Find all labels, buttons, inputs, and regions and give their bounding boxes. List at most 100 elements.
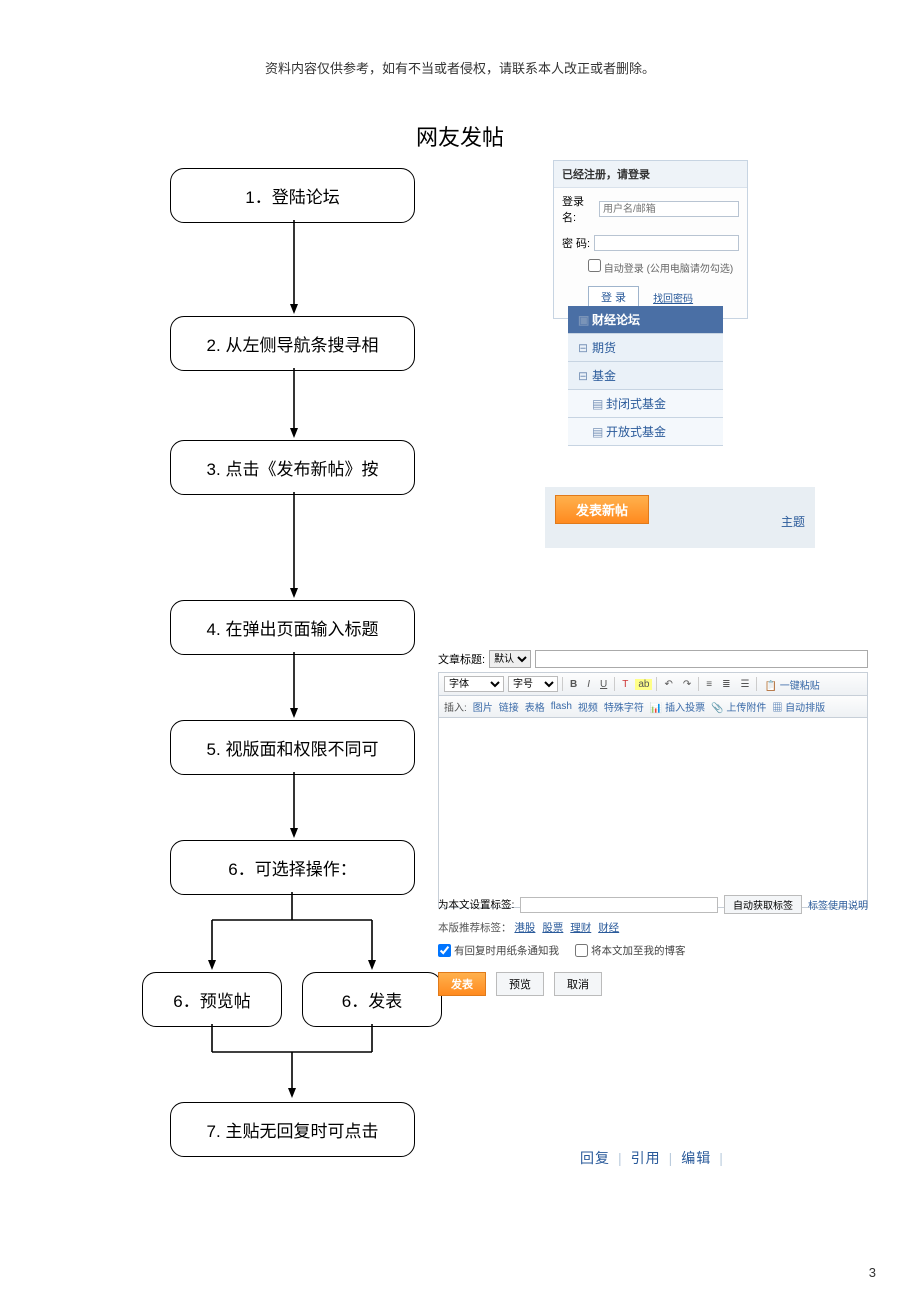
- page-title: 网友发帖: [0, 120, 920, 152]
- separator: [698, 677, 699, 691]
- nav-item-fund[interactable]: ⊟基金: [568, 362, 723, 390]
- blog-checkbox[interactable]: [575, 944, 588, 957]
- login-auto-label: 自动登录: [604, 264, 644, 275]
- separator: [756, 677, 757, 691]
- insert-table[interactable]: 表格: [525, 699, 545, 714]
- italic-button[interactable]: I: [584, 679, 593, 690]
- bold-button[interactable]: B: [567, 679, 580, 690]
- login-user-label: 登录名:: [562, 193, 595, 225]
- insert-video[interactable]: 视频: [578, 699, 598, 714]
- blog-checkbox-label[interactable]: 将本文加至我的博客: [575, 943, 686, 958]
- submit-button[interactable]: 发表: [438, 972, 486, 996]
- nav-item-futures[interactable]: ⊟ 期货: [568, 334, 723, 362]
- nav-subitem-open-fund[interactable]: ▤ 开放式基金: [568, 418, 723, 446]
- bg-color-button[interactable]: ab: [635, 679, 652, 690]
- minus-icon: ⊟: [578, 369, 588, 383]
- quote-link[interactable]: 引用: [631, 1148, 661, 1168]
- preview-button[interactable]: 预览: [496, 972, 544, 996]
- arrow-4: [290, 652, 298, 718]
- topic-label: 主题: [781, 513, 805, 530]
- underline-button[interactable]: U: [597, 679, 610, 690]
- arrow-branch: [172, 892, 412, 972]
- editor-toolbar: 字体 字号 B I U T ab ↶ ↷ ≡ ≣ ☰ 📋 一键粘贴: [438, 672, 868, 696]
- doc-icon: ▤: [592, 425, 602, 439]
- nav-item-label: 期货: [592, 341, 616, 355]
- separator: [656, 677, 657, 691]
- paste-button[interactable]: 📋 一键粘贴: [761, 677, 822, 692]
- auto-layout[interactable]: ▦ 自动排版: [772, 699, 825, 714]
- rec-tag[interactable]: 理财: [570, 922, 591, 934]
- divider: |: [719, 1150, 724, 1166]
- notify-checkbox[interactable]: [438, 944, 451, 957]
- editor-body[interactable]: [438, 718, 868, 908]
- flow-step-7: 7. 主贴无回复时可点击: [170, 1102, 415, 1157]
- flow-step-5: 5. 视版面和权限不同可: [170, 720, 415, 775]
- login-user-input[interactable]: [599, 201, 739, 217]
- nav-header[interactable]: ▣ 财经论坛: [568, 306, 723, 334]
- redo-button[interactable]: ↷: [680, 679, 694, 690]
- nav-subitem-label: 开放式基金: [606, 425, 666, 439]
- flow-step-1: 1．登陆论坛: [170, 168, 415, 223]
- arrow-merge: [172, 1024, 412, 1100]
- divider: |: [618, 1150, 623, 1166]
- nav-subitem-label: 封闭式基金: [606, 397, 666, 411]
- rec-tag[interactable]: 港股: [514, 922, 535, 934]
- align-right-button[interactable]: ☰: [738, 679, 753, 690]
- flow-step-2: 2. 从左侧导航条搜寻相: [170, 316, 415, 371]
- align-left-button[interactable]: ≡: [703, 679, 715, 690]
- insert-image[interactable]: 图片: [473, 699, 493, 714]
- login-button[interactable]: 登 录: [588, 286, 639, 308]
- login-panel: 已经注册，请登录 登录名: 密 码: 自动登录 (公用电脑请勿勾选) 登 录 找…: [553, 160, 748, 319]
- tag-help-link[interactable]: 标签使用说明: [808, 897, 868, 912]
- tag-label: 为本文设置标签:: [438, 897, 514, 912]
- insert-flash[interactable]: flash: [551, 701, 572, 712]
- login-pwd-input[interactable]: [594, 235, 739, 251]
- divider: |: [669, 1150, 674, 1166]
- font-family-select[interactable]: 字体: [444, 676, 504, 692]
- rec-tag[interactable]: 财经: [598, 922, 619, 934]
- retrieve-password-link[interactable]: 找回密码: [653, 290, 693, 305]
- tag-input[interactable]: [520, 897, 718, 913]
- align-center-button[interactable]: ≣: [719, 679, 733, 690]
- article-title-label: 文章标题:: [438, 651, 485, 667]
- flow-step-6: 6．可选择操作：: [170, 840, 415, 895]
- insert-link[interactable]: 链接: [499, 699, 519, 714]
- login-auto-hint: (公用电脑请勿勾选): [647, 264, 734, 275]
- flow-branch-publish: 6．发表: [302, 972, 442, 1027]
- notify-checkbox-label[interactable]: 有回复时用纸条通知我: [438, 943, 559, 958]
- publish-area: 为本文设置标签: 自动获取标签 标签使用说明 本版推荐标签： 港股 股票 理财 …: [438, 895, 868, 996]
- nav-subitem-closed-fund[interactable]: ▤ 封闭式基金: [568, 390, 723, 418]
- insert-label: 插入:: [444, 699, 467, 714]
- doc-icon: ▤: [592, 397, 602, 411]
- separator: [562, 677, 563, 691]
- newpost-bar: 发表新帖 主题: [545, 487, 815, 548]
- reply-link[interactable]: 回复: [580, 1148, 610, 1168]
- separator: [614, 677, 615, 691]
- minus-icon: ⊟: [578, 341, 588, 355]
- arrow-1: [290, 220, 298, 314]
- flow-branch-preview: 6．预览帖: [142, 972, 282, 1027]
- page-number: 3: [869, 1265, 876, 1280]
- flow-step-3: 3. 点击《发布新帖》按: [170, 440, 415, 495]
- cancel-button[interactable]: 取消: [554, 972, 602, 996]
- rec-tag[interactable]: 股票: [542, 922, 563, 934]
- arrow-3: [290, 492, 298, 598]
- undo-button[interactable]: ↶: [661, 679, 675, 690]
- insert-special-char[interactable]: 特殊字符: [604, 699, 644, 714]
- font-color-button[interactable]: T: [619, 679, 631, 690]
- upload-attachment[interactable]: 📎 上传附件: [711, 699, 766, 714]
- minus-icon: ▣: [578, 313, 588, 327]
- recommend-label: 本版推荐标签：: [438, 922, 512, 934]
- arrow-2: [290, 368, 298, 438]
- edit-link[interactable]: 编辑: [681, 1148, 711, 1168]
- title-mode-select[interactable]: 默认: [489, 650, 531, 668]
- nav-header-label: 财经论坛: [592, 313, 640, 327]
- login-auto-checkbox[interactable]: [588, 259, 601, 272]
- article-title-input[interactable]: [535, 650, 868, 668]
- insert-vote[interactable]: 📊 插入投票: [650, 699, 705, 714]
- new-post-button[interactable]: 发表新帖: [555, 495, 649, 524]
- login-panel-title: 已经注册，请登录: [554, 161, 747, 188]
- nav-tree: ▣ 财经论坛 ⊟ 期货 ⊟基金 ▤ 封闭式基金 ▤ 开放式基金: [568, 306, 723, 446]
- font-size-select[interactable]: 字号: [508, 676, 558, 692]
- auto-tag-button[interactable]: 自动获取标签: [724, 895, 802, 914]
